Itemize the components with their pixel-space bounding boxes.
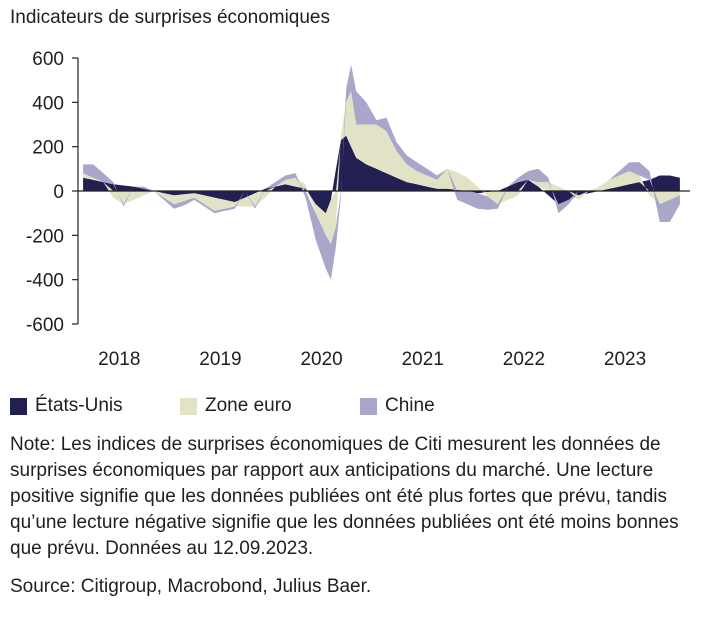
series-area-etats-unis	[83, 135, 680, 214]
legend-item-zone-euro: Zone euro	[180, 395, 292, 417]
legend-item-chine: Chine	[360, 395, 435, 417]
y-tick-label: 200	[32, 138, 64, 159]
series-layer	[83, 64, 680, 280]
chart: 600 400 200 0 -200 -400 -600 2018 2019 2020 2021 20…	[26, 49, 690, 370]
x-tick-label: 2020	[300, 349, 342, 370]
x-tick-label: 2022	[503, 349, 545, 370]
x-tick-label: 2021	[402, 349, 444, 370]
x-tick-label: 2023	[604, 349, 646, 370]
legend-swatch-chine	[360, 397, 377, 415]
legend-item-etats-unis: États-Unis	[10, 395, 123, 417]
x-tick-label: 2018	[98, 349, 140, 370]
legend-swatch-etats-unis	[10, 397, 27, 415]
series-area-zone-euro	[83, 91, 680, 245]
x-tick-label: 2019	[199, 349, 241, 370]
y-tick-label: 400	[32, 93, 64, 114]
y-tick-label: 600	[32, 49, 64, 70]
axes-layer: 600 400 200 0 -200 -400 -600 2018 2019 2020 2021 20…	[26, 49, 690, 370]
chart-note: Note: Les indices de surprises économiqu…	[10, 434, 679, 559]
legend-label-etats-unis: États-Unis	[35, 395, 123, 416]
chart-title: Indicateurs de surprises économiques	[10, 7, 331, 28]
y-tick-label: 0	[53, 182, 64, 203]
legend-swatch-zone-euro	[180, 397, 197, 415]
y-tick-label: -400	[26, 271, 64, 292]
legend-label-chine: Chine	[385, 395, 435, 416]
chart-source: Source: Citigroup, Macrobond, Julius Bae…	[10, 576, 372, 597]
legend-label-zone-euro: Zone euro	[205, 395, 292, 416]
y-tick-label: -200	[26, 226, 64, 247]
y-tick-label: -600	[26, 315, 64, 336]
legend: États-Unis Zone euro Chine	[10, 395, 690, 419]
